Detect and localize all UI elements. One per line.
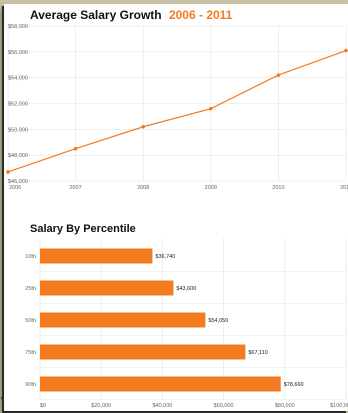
bar-x-tick-label: $80,000 xyxy=(275,403,295,409)
bar-x-tick-label: $40,000 xyxy=(152,403,172,409)
line-x-tick-label: 2011 xyxy=(340,185,348,191)
bar-category-label: 75th xyxy=(25,350,36,356)
line-chart-title: Average Salary Growth 2006 - 2011 xyxy=(30,8,233,22)
line-point xyxy=(276,73,281,77)
line-y-tick-label: $56,000 xyxy=(8,50,28,56)
bar-category-label: 50th xyxy=(25,318,36,324)
line-chart-title-highlight: 2006 - 2011 xyxy=(169,8,233,22)
line-x-tick-label: 2009 xyxy=(205,185,217,191)
line-point xyxy=(6,170,10,174)
bar-category-label: 90th xyxy=(25,382,36,388)
charts-canvas: Average Salary Growth 2006 - 2011 $46,00… xyxy=(6,8,348,409)
line-chart-series xyxy=(6,48,348,174)
line-point xyxy=(73,146,78,151)
line-point xyxy=(344,48,348,53)
bar-value-label: $78,660 xyxy=(284,382,304,388)
bar-category-label: 25th xyxy=(25,286,36,292)
line-y-tick-label: $52,000 xyxy=(8,102,28,108)
bar xyxy=(40,280,174,296)
bar-x-tick-label: $20,000 xyxy=(91,403,111,409)
line-chart-x-axis: 2006 2007 2008 2009 2010 2011 xyxy=(9,185,348,191)
bar-x-tick-label: $0 xyxy=(40,403,46,409)
line-x-tick-label: 2006 xyxy=(9,185,21,191)
bar-value-label: $54,050 xyxy=(208,318,228,324)
bar-category-label: 10th xyxy=(25,254,36,260)
line-y-tick-label: $50,000 xyxy=(8,127,28,133)
bar-value-label: $43,600 xyxy=(176,286,196,292)
bar-value-label: $36,740 xyxy=(155,254,175,260)
bar xyxy=(40,344,246,360)
bar-chart-y-axis: 10th 25th 50th 75th 90th xyxy=(25,254,36,388)
line-y-tick-label: $58,000 xyxy=(8,24,28,30)
bar-chart-grid xyxy=(39,238,347,400)
line-point xyxy=(141,124,145,129)
line-series-path xyxy=(7,49,347,173)
bar-value-label: $67,110 xyxy=(248,350,267,356)
line-y-tick-label: $48,000 xyxy=(8,153,28,159)
bar xyxy=(40,376,281,392)
bar-chart-x-axis: $0 $20,000 $40,000 $60,000 $80,000 $100,00 xyxy=(40,403,348,409)
line-chart-title-text: Average Salary Growth xyxy=(30,8,162,22)
bar-chart-bars: $36,740 $43,600 $54,050 $67,110 $78,660 xyxy=(40,248,304,392)
bar-x-tick-label: $100,00 xyxy=(330,403,348,409)
line-chart-y-axis: $46,000 $48,000 $50,000 $52,000 $54,000 $56,0… xyxy=(8,24,28,185)
side-marker xyxy=(1,397,3,399)
bar-chart-title: Salary By Percentile xyxy=(30,223,136,235)
bar-x-tick-label: $60,000 xyxy=(214,403,234,409)
line-x-tick-label: 2007 xyxy=(69,185,81,191)
bar xyxy=(40,312,206,328)
line-x-tick-label: 2008 xyxy=(137,185,149,191)
line-point xyxy=(209,106,213,111)
line-y-tick-label: $54,000 xyxy=(8,76,28,82)
line-y-tick-label: $46,000 xyxy=(8,179,28,185)
bar xyxy=(40,248,153,264)
line-x-tick-label: 2010 xyxy=(272,185,284,191)
line-chart-grid xyxy=(7,25,347,182)
chart-panel: Average Salary Growth 2006 - 2011 $46,00… xyxy=(4,4,348,411)
